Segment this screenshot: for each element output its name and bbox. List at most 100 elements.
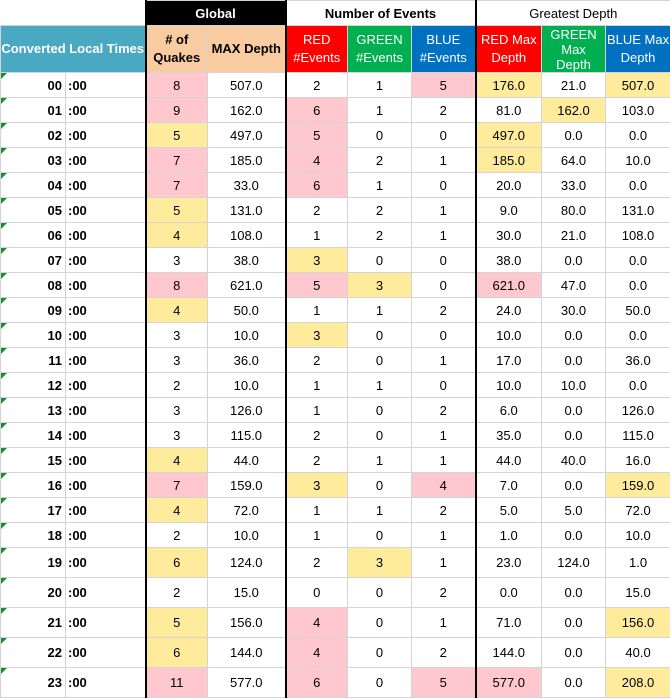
cell-minute: :00	[66, 373, 146, 398]
cell-blue-events: 2	[412, 498, 476, 523]
header-green-max-depth: GREEN Max Depth	[542, 26, 606, 73]
comment-marker-icon	[1, 548, 7, 554]
hour-label: 18	[48, 528, 62, 543]
cell-green-events: 1	[348, 448, 412, 473]
group-number-of-events: Number of Events	[286, 1, 476, 26]
cell-blue-events: 0	[412, 323, 476, 348]
cell-blue-events: 2	[412, 298, 476, 323]
cell-hour: 08	[1, 273, 66, 298]
cell-green-events: 0	[348, 608, 412, 638]
cell-blue-max-depth: 131.0	[606, 198, 670, 223]
comment-marker-icon	[1, 498, 7, 504]
cell-blue-max-depth: 208.0	[606, 668, 670, 698]
cell-minute: :00	[66, 348, 146, 373]
cell-blue-events: 1	[412, 198, 476, 223]
cell-red-max-depth: 185.0	[476, 148, 542, 173]
cell-num-quakes: 3	[146, 398, 208, 423]
cell-max-depth: 10.0	[208, 523, 286, 548]
cell-red-events: 5	[286, 123, 348, 148]
cell-green-max-depth: 0.0	[542, 638, 606, 668]
comment-marker-icon	[1, 398, 7, 404]
hour-label: 02	[48, 128, 62, 143]
cell-num-quakes: 4	[146, 298, 208, 323]
cell-num-quakes: 5	[146, 123, 208, 148]
header-green-max-depth-line2: Max	[542, 42, 605, 57]
cell-blue-events: 5	[412, 73, 476, 98]
cell-green-max-depth: 162.0	[542, 98, 606, 123]
cell-num-quakes: 3	[146, 248, 208, 273]
cell-minute: :00	[66, 668, 146, 698]
header-green-max-depth-line1: GREEN	[542, 27, 605, 42]
comment-marker-icon	[1, 578, 7, 584]
cell-minute: :00	[66, 548, 146, 578]
cell-blue-events: 1	[412, 548, 476, 578]
hour-label: 03	[48, 153, 62, 168]
cell-red-max-depth: 81.0	[476, 98, 542, 123]
cell-blue-max-depth: 108.0	[606, 223, 670, 248]
cell-blue-events: 1	[412, 608, 476, 638]
comment-marker-icon	[1, 273, 7, 279]
cell-blue-max-depth: 72.0	[606, 498, 670, 523]
hour-label: 17	[48, 503, 62, 518]
cell-green-events: 2	[348, 148, 412, 173]
cell-blue-max-depth: 115.0	[606, 423, 670, 448]
cell-num-quakes: 6	[146, 638, 208, 668]
cell-red-events: 1	[286, 498, 348, 523]
cell-hour: 00	[1, 73, 66, 98]
cell-red-max-depth: 20.0	[476, 173, 542, 198]
cell-num-quakes: 2	[146, 373, 208, 398]
cell-hour: 01	[1, 98, 66, 123]
cell-minute: :00	[66, 73, 146, 98]
hour-label: 07	[48, 253, 62, 268]
hour-label: 20	[48, 585, 62, 600]
cell-red-events: 6	[286, 173, 348, 198]
cell-hour: 19	[1, 548, 66, 578]
cell-blue-events: 5	[412, 668, 476, 698]
cell-green-max-depth: 21.0	[542, 223, 606, 248]
cell-blue-events: 1	[412, 523, 476, 548]
cell-blue-max-depth: 0.0	[606, 248, 670, 273]
cell-red-events: 6	[286, 98, 348, 123]
cell-green-max-depth: 0.0	[542, 423, 606, 448]
cell-max-depth: 185.0	[208, 148, 286, 173]
cell-hour: 15	[1, 448, 66, 473]
cell-max-depth: 507.0	[208, 73, 286, 98]
cell-minute: :00	[66, 523, 146, 548]
cell-hour: 16	[1, 473, 66, 498]
header-red-max-depth: RED Max Depth	[476, 26, 542, 73]
header-num-quakes-line2: Quakes	[147, 49, 208, 67]
hour-label: 00	[48, 78, 62, 93]
cell-hour: 03	[1, 148, 66, 173]
cell-blue-events: 0	[412, 273, 476, 298]
cell-blue-events: 0	[412, 373, 476, 398]
cell-red-events: 4	[286, 148, 348, 173]
cell-red-events: 2	[286, 73, 348, 98]
cell-num-quakes: 3	[146, 323, 208, 348]
cell-hour: 06	[1, 223, 66, 248]
group-global: Global	[146, 1, 286, 26]
comment-marker-icon	[1, 223, 7, 229]
cell-green-events: 1	[348, 498, 412, 523]
cell-red-max-depth: 0.0	[476, 578, 542, 608]
cell-blue-events: 1	[412, 448, 476, 473]
hour-label: 11	[48, 353, 62, 368]
cell-blue-events: 1	[412, 223, 476, 248]
cell-num-quakes: 8	[146, 273, 208, 298]
cell-green-events: 0	[348, 398, 412, 423]
cell-blue-events: 1	[412, 348, 476, 373]
cell-max-depth: 10.0	[208, 373, 286, 398]
header-blue-max-depth-line2: Depth	[606, 49, 670, 67]
cell-green-max-depth: 47.0	[542, 273, 606, 298]
cell-num-quakes: 3	[146, 348, 208, 373]
cell-hour: 11	[1, 348, 66, 373]
cell-minute: :00	[66, 173, 146, 198]
hour-label: 14	[48, 428, 62, 443]
cell-green-max-depth: 33.0	[542, 173, 606, 198]
